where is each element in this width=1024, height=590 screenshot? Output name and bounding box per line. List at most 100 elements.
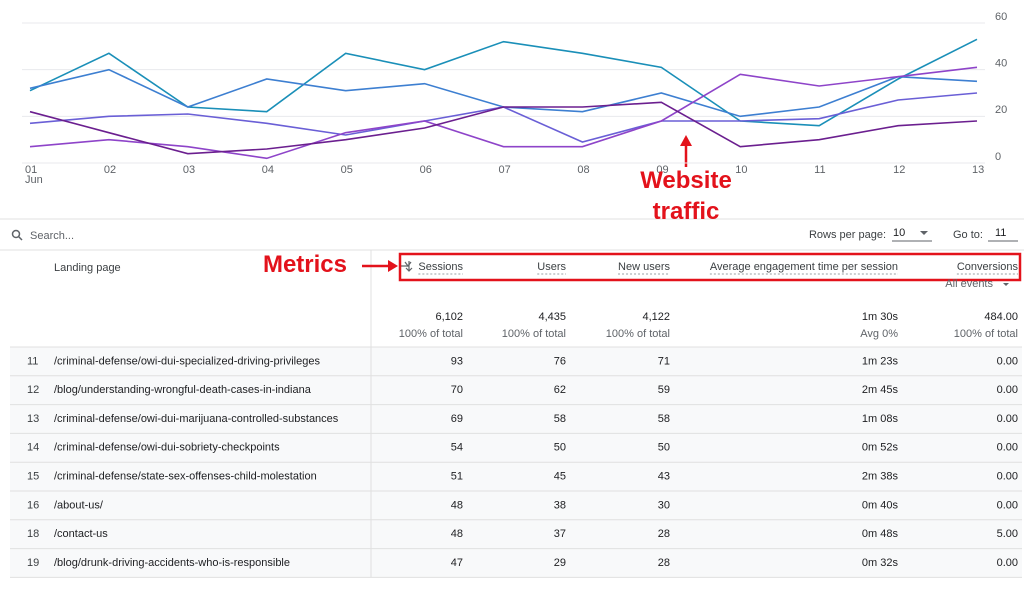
cell-value: 0m 40s [862, 499, 899, 511]
row-index: 13 [27, 413, 39, 425]
landing-page[interactable]: /blog/understanding-wrongful-death-cases… [54, 384, 312, 396]
rows-per-page-label: Rows per page: [809, 229, 886, 241]
total-value: 6,102 [435, 311, 463, 323]
row-background [10, 491, 1022, 520]
x-tick-label: 04 [262, 164, 274, 176]
dropdown-icon[interactable] [1003, 283, 1009, 286]
cell-value: 2m 38s [862, 471, 899, 483]
x-month-label: Jun [25, 174, 43, 186]
cell-value: 43 [658, 471, 670, 483]
row-index: 11 [27, 355, 38, 367]
annotation-arrow [680, 135, 692, 146]
annotation-arrow [388, 260, 398, 272]
cell-value: 0.00 [997, 471, 1018, 483]
x-tick-label: 13 [972, 164, 984, 176]
cell-value: 5.00 [997, 528, 1018, 540]
cell-value: 0.00 [997, 355, 1018, 367]
total-value: 4,435 [538, 311, 566, 323]
cell-value: 50 [554, 442, 566, 454]
cell-value: 38 [554, 499, 566, 511]
landing-page[interactable]: /contact-us [54, 528, 108, 540]
x-tick-label: 01 [25, 164, 37, 176]
row-background [10, 433, 1022, 463]
row-background [10, 404, 1022, 434]
row-index: 12 [27, 384, 39, 396]
y-tick-label: 40 [995, 58, 1007, 70]
sort-arrow[interactable] [405, 261, 413, 272]
line-series [29, 66, 978, 160]
total-note: 100% of total [502, 328, 566, 340]
landing-page[interactable]: /criminal-defense/state-sex-offenses-chi… [54, 471, 317, 483]
cell-value: 51 [451, 471, 463, 483]
cell-value: 47 [451, 557, 463, 569]
x-tick-label: 05 [341, 164, 353, 176]
cell-value: 45 [554, 471, 566, 483]
x-tick-label: 12 [893, 164, 905, 176]
dropdown-icon[interactable] [920, 231, 928, 235]
cell-value: 0.00 [997, 557, 1018, 569]
column-header[interactable]: New users [618, 261, 670, 273]
cell-value: 62 [554, 384, 566, 396]
search-icon [17, 235, 23, 241]
y-tick-label: 0 [995, 151, 1001, 163]
row-index: 14 [27, 442, 39, 454]
column-header: Landing page [54, 262, 121, 274]
cell-value: 29 [554, 557, 566, 569]
row-index: 19 [27, 557, 39, 569]
row-background [10, 519, 1022, 549]
total-note: Avg 0% [860, 328, 898, 340]
total-note: 100% of total [954, 328, 1018, 340]
row-background [10, 347, 1022, 376]
total-note: 100% of total [606, 328, 670, 340]
search-icon [11, 229, 21, 239]
cell-value: 1m 23s [862, 355, 899, 367]
cell-value: 54 [451, 442, 463, 454]
annotation: Website traffic [640, 167, 732, 225]
cell-value: 2m 45s [862, 384, 899, 396]
landing-page[interactable]: /criminal-defense/owi-dui-sobriety-check… [54, 442, 280, 454]
column-header[interactable]: Average engagement time per session [710, 261, 898, 273]
event-filter[interactable]: All events [945, 278, 993, 290]
column-header[interactable]: Sessions [418, 261, 463, 273]
total-value: 4,122 [642, 311, 670, 323]
cell-value: 58 [658, 413, 670, 425]
total-note: 100% of total [399, 328, 463, 340]
landing-page[interactable]: /criminal-defense/owi-dui-marijuana-cont… [54, 413, 339, 425]
row-background [10, 462, 1022, 491]
landing-page[interactable]: /criminal-defense/owi-dui-specialized-dr… [54, 355, 320, 367]
x-tick-label: 09 [656, 164, 668, 176]
annotation: Metrics [262, 251, 348, 278]
go-to-input[interactable]: 11 [995, 227, 1006, 239]
x-tick-label: 10 [735, 164, 747, 176]
column-header[interactable]: Users [537, 261, 566, 273]
x-tick-label: 07 [499, 164, 511, 176]
x-tick-label: 11 [814, 164, 825, 176]
cell-value: 48 [451, 528, 463, 540]
total-value: 1m 30s [862, 311, 899, 323]
cell-value: 0m 32s [862, 557, 899, 569]
cell-value: 28 [658, 528, 670, 540]
cell-value: 48 [451, 499, 463, 511]
cell-value: 0m 52s [862, 442, 899, 454]
row-index: 18 [27, 528, 39, 540]
cell-value: 37 [554, 528, 566, 540]
cell-value: 0.00 [997, 413, 1018, 425]
landing-page[interactable]: /blog/drunk-driving-accidents-who-is-res… [54, 557, 290, 569]
landing-page[interactable]: /about-us/ [54, 499, 104, 511]
cell-value: 30 [658, 499, 670, 511]
search-input[interactable]: Search... [30, 230, 74, 242]
cell-value: 58 [554, 413, 566, 425]
column-header[interactable]: Conversions [957, 261, 1019, 273]
rows-per-page-select[interactable]: 10 [893, 227, 905, 239]
y-tick-label: 20 [995, 104, 1007, 116]
row-index: 16 [27, 499, 39, 511]
cell-value: 0m 48s [862, 528, 899, 540]
line-series [29, 101, 978, 155]
sort-icon[interactable] [400, 261, 412, 267]
x-tick-label: 06 [420, 164, 432, 176]
cell-value: 93 [451, 355, 463, 367]
cell-value: 0.00 [997, 499, 1018, 511]
cell-value: 50 [658, 442, 670, 454]
